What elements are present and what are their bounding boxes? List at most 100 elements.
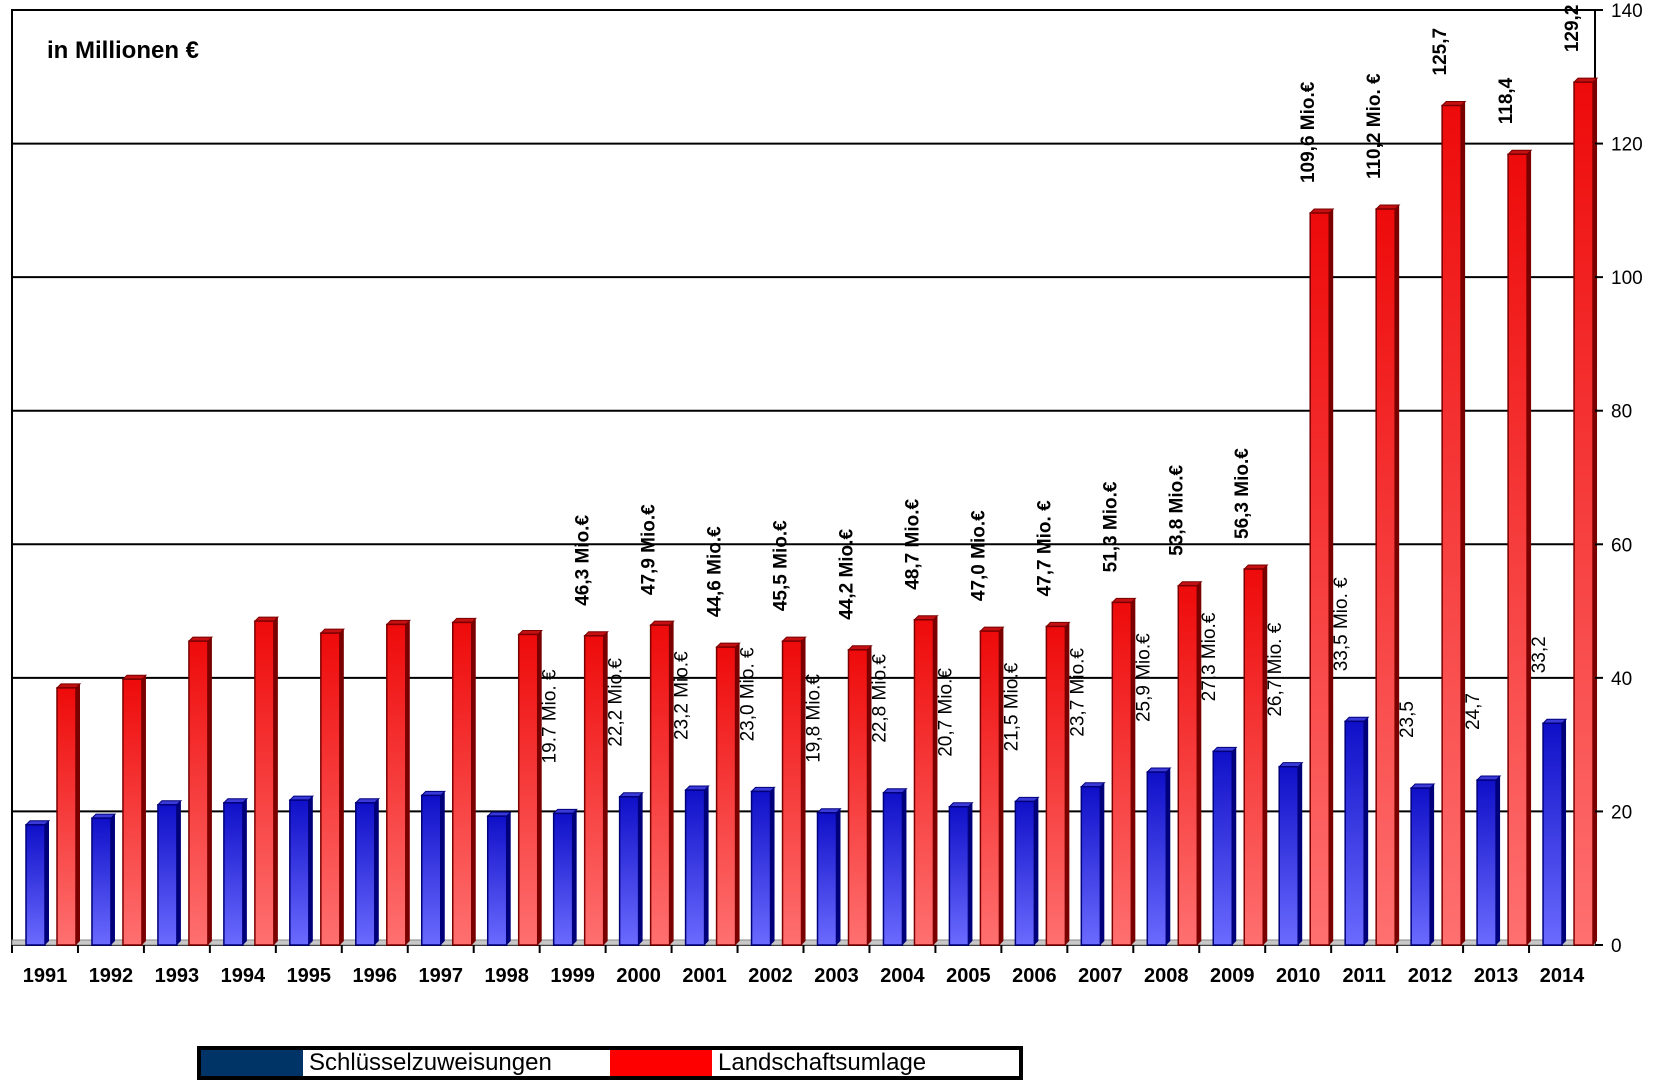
y-tick-label: 40 (1611, 669, 1632, 690)
x-tick-label: 2009 (1210, 965, 1255, 987)
bar-schluesselzuweisungen (1476, 779, 1497, 946)
bar-landschaftsumlage (715, 646, 737, 946)
legend: Schlüsselzuweisungen Landschaftsumlage (197, 1046, 1023, 1080)
bar-schluesselzuweisungen-side (45, 820, 49, 945)
data-label-red: 51,3 Mio.€ (1100, 481, 1121, 572)
data-label-blue: 25,9 Mio.€ (1133, 633, 1154, 722)
bar-landschaftsumlage (1441, 104, 1462, 946)
x-tick-label: 2012 (1408, 965, 1453, 987)
bar-schluesselzuweisungen (684, 789, 706, 946)
bar-landschaftsumlage (1243, 568, 1264, 946)
x-tick-label: 2003 (814, 965, 859, 987)
x-tick-label: 2014 (1540, 965, 1585, 987)
bar-landschaftsumlage-side (1131, 598, 1136, 945)
bar-landschaftsumlage (583, 635, 605, 946)
bar-landschaftsumlage (122, 678, 143, 946)
bar-schluesselzuweisungen (25, 824, 46, 946)
bar-schluesselzuweisungen (223, 801, 244, 946)
data-label-blue: 20,7 Mio.€ (935, 668, 956, 757)
bar-schluesselzuweisungen (816, 812, 838, 946)
data-label-blue: 23,2 Mio.€ (672, 651, 693, 740)
bar-schluesselzuweisungen-side (1430, 784, 1435, 945)
bar-schluesselzuweisungen (1080, 785, 1102, 946)
x-tick-label: 2006 (1012, 965, 1057, 987)
x-tick-label: 2002 (748, 965, 793, 987)
legend-item-schluesselzuweisungen: Schlüsselzuweisungen (201, 1049, 610, 1076)
bar-schluesselzuweisungen (91, 817, 112, 946)
data-label-blue: 33,2 (1529, 636, 1550, 673)
y-tick-label: 20 (1611, 802, 1632, 823)
bar-schluesselzuweisungen-side (1364, 717, 1369, 945)
bar-landschaftsumlage-side (273, 617, 278, 945)
bar-schluesselzuweisungen (355, 801, 376, 946)
x-tick-label: 2000 (616, 965, 661, 987)
x-tick-label: 2005 (946, 965, 991, 987)
data-label-red: 110,2 Mio. € (1364, 73, 1385, 179)
data-label-red: 48,7 Mio.€ (902, 499, 923, 590)
data-label-red: 46,3 Mio.€ (573, 515, 594, 606)
data-labels: 19.7 Mio. € 46,3 Mio.€ 22,2 Mio.€ 47,9 Mio.… (540, 5, 1583, 764)
data-label-blue: 26,7 Mio. € (1265, 622, 1286, 716)
x-tick-label: 2004 (880, 965, 925, 987)
bar-schluesselzuweisungen-side (704, 786, 709, 945)
data-label-blue: 22,2 Mio.€ (606, 658, 627, 747)
bar-schluesselzuweisungen (750, 790, 772, 946)
data-label-red: 53,8 Mio.€ (1166, 464, 1187, 555)
bar-schluesselzuweisungen (157, 804, 178, 946)
bar-landschaftsumlage (781, 640, 803, 946)
bar-schluesselzuweisungen (486, 815, 508, 946)
x-tick-label: 2013 (1474, 965, 1519, 987)
bar-schluesselzuweisungen-side (1034, 797, 1039, 945)
bar-landschaftsumlage (1309, 212, 1330, 946)
bar-landschaftsumlage (1507, 153, 1528, 946)
x-tick-label: 1997 (418, 965, 463, 987)
bar-landschaftsumlage-side (1461, 101, 1466, 946)
bar-landschaftsumlage-side (999, 627, 1004, 945)
bar-landschaftsumlage (1375, 208, 1396, 946)
data-label-blue: 19.7 Mio. € (540, 669, 561, 763)
bar-landschaftsumlage-side (801, 637, 806, 945)
y-tick-label: 120 (1611, 135, 1643, 156)
bar-schluesselzuweisungen-side (1562, 719, 1567, 945)
y-axis: 0 20 40 60 80 100 120 140 (1595, 1, 1643, 957)
data-label-red: 125,7 (1430, 28, 1451, 76)
bar-landschaftsumlage-side (603, 631, 608, 945)
bar-landschaftsumlage (913, 619, 935, 946)
bar-schluesselzuweisungen-side (1166, 768, 1171, 945)
bar-schluesselzuweisungen (1344, 720, 1365, 946)
data-label-red: 109,6 Mio.€ (1298, 81, 1319, 183)
bar-landschaftsumlage-side (471, 618, 476, 945)
bar-schluesselzuweisungen (1146, 771, 1168, 946)
data-label-red: 47,7 Mio. € (1034, 500, 1055, 597)
legend-label: Schlüsselzuweisungen (309, 1049, 552, 1076)
data-label-blue: 23,0 Mio. € (738, 647, 759, 741)
x-tick-label: 1991 (23, 965, 68, 987)
bar-schluesselzuweisungen-side (308, 796, 313, 945)
bar-schluesselzuweisungen-side (836, 808, 841, 945)
data-label-red: 45,5 Mio.€ (771, 520, 792, 611)
data-label-red: 118,4 (1496, 77, 1517, 124)
bar-landschaftsumlage-side (1395, 205, 1400, 945)
x-tick-label: 1993 (155, 965, 200, 987)
data-label-blue: 19,8 Mio.€ (804, 674, 825, 763)
data-label-red: 44,2 Mio.€ (837, 529, 858, 620)
x-tick-label: 2011 (1342, 965, 1385, 987)
y-tick-label: 60 (1611, 535, 1632, 556)
data-label-blue: 24,7 (1463, 693, 1484, 730)
data-label-red: 47,9 Mio.€ (639, 504, 660, 595)
bar-schluesselzuweisungen-side (176, 800, 181, 945)
bar-schluesselzuweisungen-side (1232, 747, 1237, 945)
data-label-red: 47,0 Mio.€ (968, 510, 989, 601)
x-tick-label: 1995 (287, 965, 332, 987)
x-tick-label: 1996 (353, 965, 398, 987)
bar-landschaftsumlage (254, 620, 275, 946)
bar-landschaftsumlage-side (405, 620, 410, 945)
bar-schluesselzuweisungen-side (1298, 762, 1303, 945)
bar-landschaftsumlage (1177, 584, 1199, 946)
bar-schluesselzuweisungen-side (572, 809, 577, 945)
bars (24, 77, 1599, 946)
bar-landschaftsumlage-side (1065, 622, 1070, 945)
bar-landschaftsumlage (188, 640, 209, 946)
data-label-red: 44,6 Mio.€ (705, 526, 726, 617)
bar-landschaftsumlage (320, 632, 341, 946)
